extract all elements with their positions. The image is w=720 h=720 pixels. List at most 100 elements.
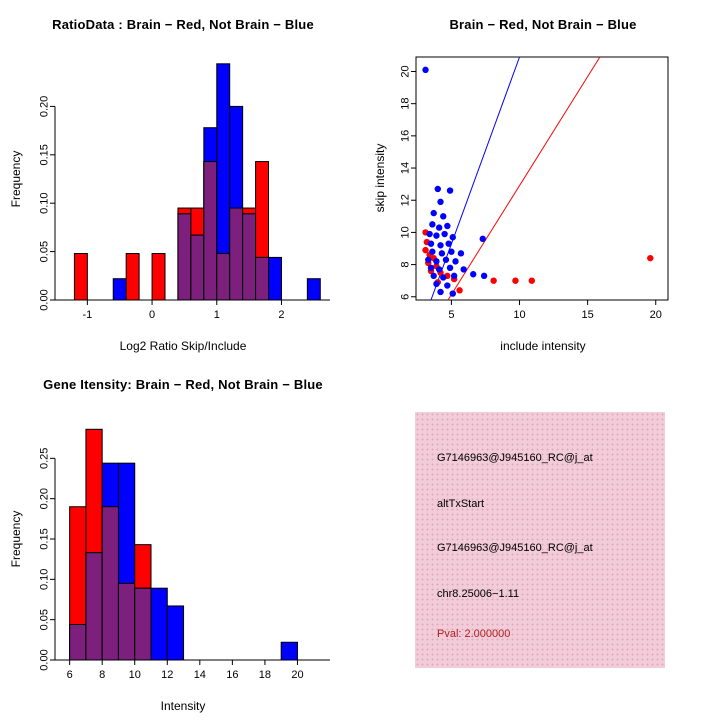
hist-bar-red	[125, 253, 140, 301]
scatter-point-not-brain	[429, 221, 436, 228]
intensity-scatter-title: Brain − Red, Not Brain − Blue	[449, 17, 637, 32]
hist-bar-blue	[280, 641, 298, 661]
hist-bar-overlap	[255, 256, 270, 301]
hist-bar-blue	[150, 587, 168, 661]
hist-bar-overlap	[117, 582, 136, 661]
scatter-point-brain	[647, 254, 654, 262]
y-tick-label: 0.10	[39, 569, 51, 590]
x-tick-label: 14	[194, 669, 206, 681]
hist-bar-red	[151, 253, 166, 301]
scatter-point-not-brain	[449, 234, 456, 241]
plot-box	[415, 56, 669, 301]
intensity-scatter-plot: 5 10 15 20 6 8 10 12 14 16 18 20	[400, 56, 669, 321]
intensity-scatter-xlabel: include intensity	[500, 339, 586, 353]
scatter-point-not-brain	[430, 272, 437, 280]
fit-line-not-brain-fit	[430, 56, 520, 301]
hist-bar-overlap	[85, 552, 103, 661]
scatter-point-not-brain	[445, 240, 452, 247]
x-tick-label: -1	[82, 309, 92, 321]
intensity-scatter-ylabel: skip intensity	[373, 143, 387, 213]
hist-bar-overlap	[203, 161, 218, 301]
scatter-point-not-brain	[429, 248, 436, 255]
probe-id-bottom: G7146963@J945160_RC@j_at	[437, 542, 593, 554]
pval-label: Pval: 2.000000	[437, 628, 511, 640]
y-tick-label: 0.00	[39, 649, 51, 670]
y-tick-label: 10	[400, 226, 412, 238]
hist-bar-overlap	[177, 213, 192, 301]
hist-bar-overlap	[242, 213, 257, 301]
y-tick-label: 6	[400, 294, 412, 300]
scatter-point-not-brain	[433, 232, 440, 239]
x-tick-label: 16	[226, 669, 238, 681]
gene-intensity-histogram-title: Gene Itensity: Brain − Red, Not Brain − …	[43, 377, 323, 392]
y-tick-label: 0.00	[39, 289, 51, 310]
y-tick-label: 0.20	[39, 488, 51, 509]
scatter-point-not-brain	[442, 256, 450, 263]
scatter-point-not-brain	[446, 187, 454, 194]
scatter-point-not-brain	[438, 250, 446, 257]
scatter-point-not-brain	[425, 256, 432, 263]
scatter-point-not-brain	[441, 230, 448, 238]
scatter-point-not-brain	[444, 222, 451, 230]
hist-bar-overlap	[134, 587, 152, 661]
scatter-point-not-brain	[437, 288, 444, 296]
hist-bar-overlap	[190, 234, 205, 301]
scatter-point-not-brain	[433, 258, 440, 265]
scatter-point-not-brain	[480, 272, 488, 280]
scatter-point-not-brain	[435, 224, 443, 231]
x-tick-label: 15	[582, 309, 594, 321]
scatter-point-not-brain	[460, 266, 467, 273]
hist-bar-blue	[306, 278, 321, 301]
scatter-point-brain	[422, 246, 429, 254]
scatter-point-not-brain	[440, 274, 447, 281]
panel-ratio-histogram: -1 0 1 2 0.00 0.05 0.10 0.15 0.20 RatioData : Br…	[0, 0, 360, 360]
y-tick-label: 20	[400, 65, 412, 77]
hist-bar-red	[73, 253, 88, 301]
ratio-histogram-xlabel: Log2 Ratio Skip/Include	[119, 339, 247, 353]
scatter-point-not-brain	[427, 240, 435, 247]
scatter-point-not-brain	[444, 282, 451, 289]
scatter-point-not-brain	[450, 272, 458, 280]
hist-bar-overlap	[101, 506, 119, 661]
y-tick-label: 0.05	[39, 241, 51, 262]
scatter-point-brain	[512, 277, 519, 284]
y-tick-label: 0.20	[39, 96, 51, 117]
scatter-point-not-brain	[437, 198, 444, 206]
x-tick-label: 20	[291, 669, 303, 681]
scatter-point-brain	[490, 277, 497, 284]
scatter-point-not-brain	[448, 248, 455, 255]
hist-bar-overlap	[69, 624, 87, 661]
splice-event-type: altTxStart	[437, 498, 485, 510]
x-tick-label: 10	[129, 669, 141, 681]
y-tick-label: 14	[400, 162, 412, 174]
gene-intensity-histogram-plot: 6 8 10 12 14 16 18 20 0.00 0.05 0.10 0.15 0.20 0.25	[39, 428, 330, 681]
x-tick-label: 12	[161, 669, 173, 681]
y-tick-label: 8	[400, 262, 412, 268]
gene-intensity-histogram-xlabel: Intensity	[160, 699, 206, 713]
scatter-point-not-brain	[470, 271, 477, 278]
y-tick-label: 0.05	[39, 609, 51, 630]
y-tick-label: 0.15	[39, 144, 51, 165]
x-tick-label: 10	[513, 309, 525, 321]
hist-bar-overlap	[216, 253, 231, 301]
y-tick-label: 0.15	[39, 528, 51, 549]
scatter-point-not-brain	[449, 290, 456, 297]
scatter-point-not-brain	[430, 209, 437, 217]
scatter-point-not-brain	[422, 66, 429, 74]
scatter-point-not-brain	[479, 235, 486, 243]
panel-gene-info: G7146963@J945160_RC@j_at altTxStart G714…	[360, 360, 720, 720]
x-tick-label: 5	[448, 309, 454, 321]
scatter-point-not-brain	[457, 250, 465, 257]
panel-intensity-scatter: 5 10 15 20 6 8 10 12 14 16 18 20 Brain − Red, Not B…	[360, 0, 720, 360]
panel-gene-intensity-histogram: 6 8 10 12 14 16 18 20 0.00 0.05 0.10 0.15 0.20 0.25 G…	[0, 360, 360, 720]
fit-line-brain-fit	[447, 56, 601, 301]
x-tick-label: 2	[278, 309, 284, 321]
scatter-point-not-brain	[427, 264, 435, 272]
hist-bar-blue	[166, 605, 185, 661]
scatter-point-not-brain	[437, 242, 444, 249]
x-tick-label: 8	[99, 669, 105, 681]
x-tick-label: 18	[259, 669, 271, 681]
y-tick-label: 16	[400, 130, 412, 142]
scatter-point-not-brain	[433, 280, 440, 288]
